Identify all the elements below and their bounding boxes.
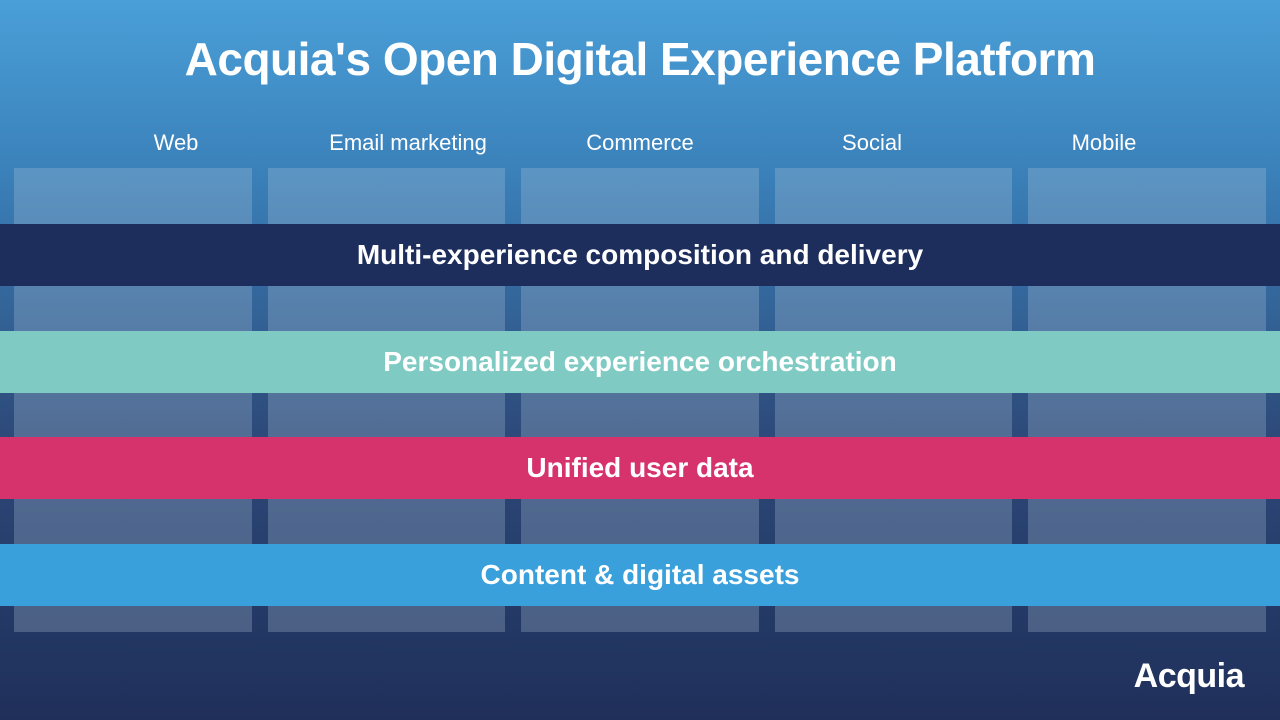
channels-row: Web Email marketing Commerce Social Mobi… xyxy=(0,130,1280,156)
layer-content-assets: Content & digital assets xyxy=(0,544,1280,606)
channel-mobile: Mobile xyxy=(988,130,1220,156)
brand-logo: Acquia xyxy=(1134,657,1244,696)
layer-multi-experience: Multi-experience composition and deliver… xyxy=(0,224,1280,286)
channel-web: Web xyxy=(60,130,292,156)
layer-unified-data: Unified user data xyxy=(0,437,1280,499)
channel-email-marketing: Email marketing xyxy=(292,130,524,156)
layer-personalization: Personalized experience orchestration xyxy=(0,331,1280,393)
channel-social: Social xyxy=(756,130,988,156)
page-title: Acquia's Open Digital Experience Platfor… xyxy=(0,32,1280,86)
layers-container: Multi-experience composition and deliver… xyxy=(0,216,1280,614)
channel-commerce: Commerce xyxy=(524,130,756,156)
